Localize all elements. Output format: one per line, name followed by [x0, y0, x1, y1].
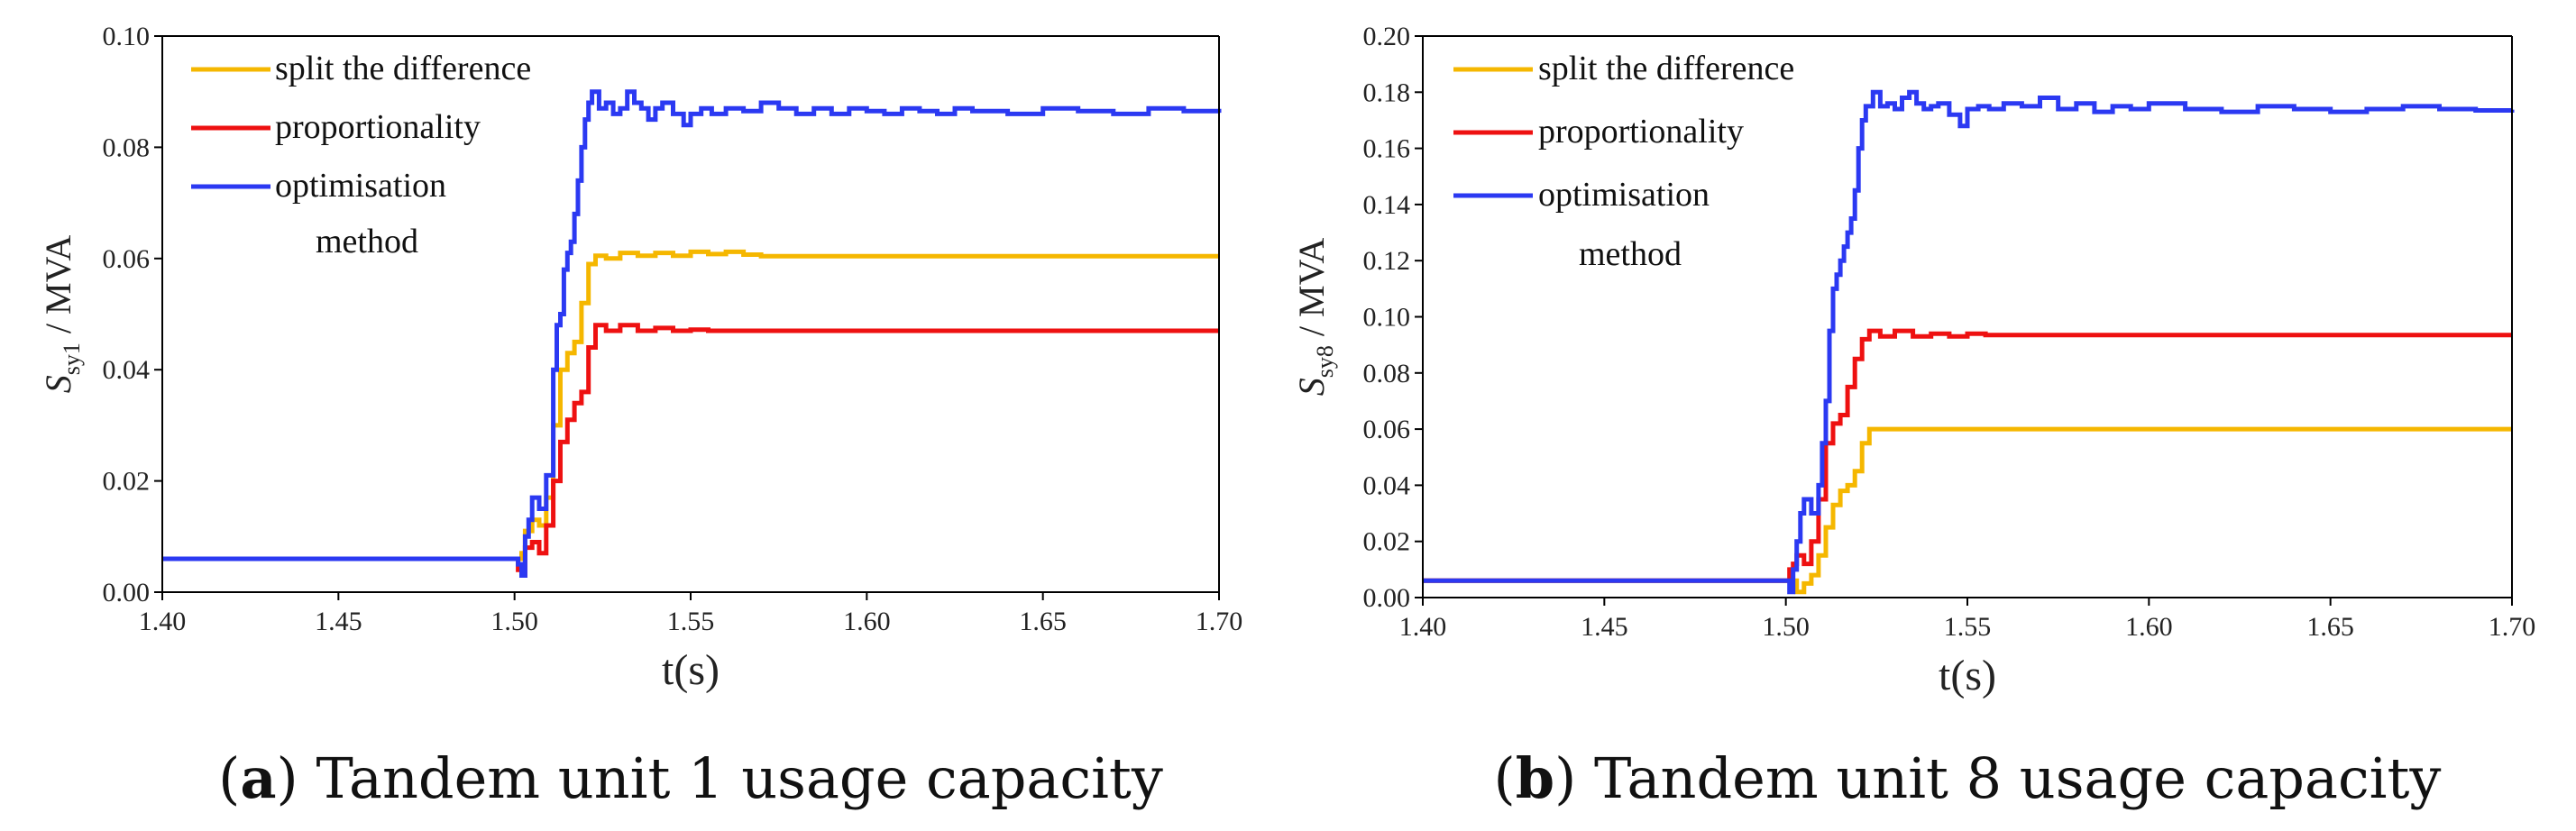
legend-label: optimisation [1538, 176, 1710, 214]
x-tick-label: 1.70 [1196, 607, 1243, 636]
y-axis-symbol: S [38, 375, 78, 393]
series-line-proportionality [162, 323, 1219, 578]
x-tick-label: 1.60 [2125, 612, 2173, 642]
y-tick-label: 0.06 [1363, 415, 1411, 444]
panel-caption: (a) Tandem unit 1 usage capacity [218, 745, 1163, 811]
y-tick-label: 0.00 [103, 578, 151, 607]
x-tick-label: 1.60 [843, 607, 891, 636]
y-axis-label: Ssy1 / MVA [38, 235, 85, 394]
y-tick-label: 0.20 [1363, 22, 1411, 51]
x-axis-label: t(s) [1939, 652, 1996, 699]
caption-paren-open: ( [1494, 745, 1516, 811]
y-tick-label: 0.10 [103, 22, 151, 51]
x-tick-label: 1.65 [2306, 612, 2354, 642]
y-tick-label: 0.06 [103, 244, 151, 274]
y-tick-label: 0.08 [103, 132, 151, 162]
legend-label: split the difference [275, 50, 531, 87]
y-tick-label: 0.18 [1363, 78, 1411, 107]
y-axis-unit: / MVA [1291, 238, 1332, 345]
legend-label: proportionality [275, 108, 481, 146]
y-tick-label: 0.02 [1363, 527, 1411, 557]
x-tick-label: 1.55 [1944, 612, 1992, 642]
series-line-proportionality [1423, 328, 2512, 583]
legend-label: proportionality [1538, 113, 1744, 151]
series-line-optimisation-method [162, 89, 1222, 578]
series-line-split-the-difference [162, 249, 1219, 562]
x-axis-label: t(s) [662, 646, 720, 694]
x-tick-label: 1.40 [139, 607, 187, 636]
y-tick-label: 0.16 [1363, 134, 1411, 164]
caption-letter: b [1516, 745, 1554, 811]
caption-text: Tandem unit 1 usage capacity [298, 745, 1163, 811]
y-tick-label: 0.08 [1363, 359, 1411, 388]
caption-paren-close: ) [277, 745, 298, 811]
y-axis-subscript: sy1 [59, 342, 85, 375]
panel-a-unit1-chart: 1.40 1.45 1.50 1.55 1.60 1.65 1.70 0.00 0.02 0.04… [38, 22, 1242, 811]
y-tick-label: 0.00 [1363, 583, 1411, 613]
caption-text: Tandem unit 8 usage capacity [1576, 745, 2441, 811]
x-tick-label: 1.40 [1399, 612, 1447, 642]
legend-label: optimisation [275, 167, 446, 205]
x-tick-label: 1.70 [2489, 612, 2536, 642]
x-tick-label: 1.65 [1019, 607, 1067, 636]
caption-paren-close: ) [1554, 745, 1576, 811]
y-axis-unit: / MVA [38, 235, 78, 342]
panel-caption: (b) Tandem unit 8 usage capacity [1494, 745, 2442, 811]
y-tick-label: 0.02 [103, 467, 151, 497]
legend-label: method [316, 223, 418, 260]
y-tick-label: 0.04 [103, 355, 151, 385]
y-axis-symbol: S [1291, 378, 1332, 396]
y-axis-label: Ssy8 / MVA [1291, 238, 1338, 397]
legend-label: method [1579, 235, 1682, 273]
caption-letter: a [240, 745, 276, 811]
y-tick-label: 0.04 [1363, 470, 1411, 500]
x-tick-label: 1.45 [315, 607, 362, 636]
x-tick-label: 1.50 [1762, 612, 1810, 642]
y-tick-label: 0.12 [1363, 246, 1411, 276]
y-tick-label: 0.14 [1363, 190, 1411, 220]
legend-label: split the difference [1538, 50, 1794, 87]
series-line-optimisation-method [1423, 89, 2515, 595]
panel-b-unit8-chart: 1.40 1.45 1.50 1.55 1.60 1.65 1.70 0.00 0.02 0.04… [1291, 22, 2535, 811]
series-line-split-the-difference [1423, 426, 2512, 595]
caption-paren-open: ( [218, 745, 240, 811]
x-tick-label: 1.55 [667, 607, 715, 636]
y-tick-label: 0.10 [1363, 303, 1411, 333]
y-axis-subscript: sy8 [1312, 345, 1338, 378]
x-tick-label: 1.45 [1581, 612, 1628, 642]
x-tick-label: 1.50 [490, 607, 538, 636]
